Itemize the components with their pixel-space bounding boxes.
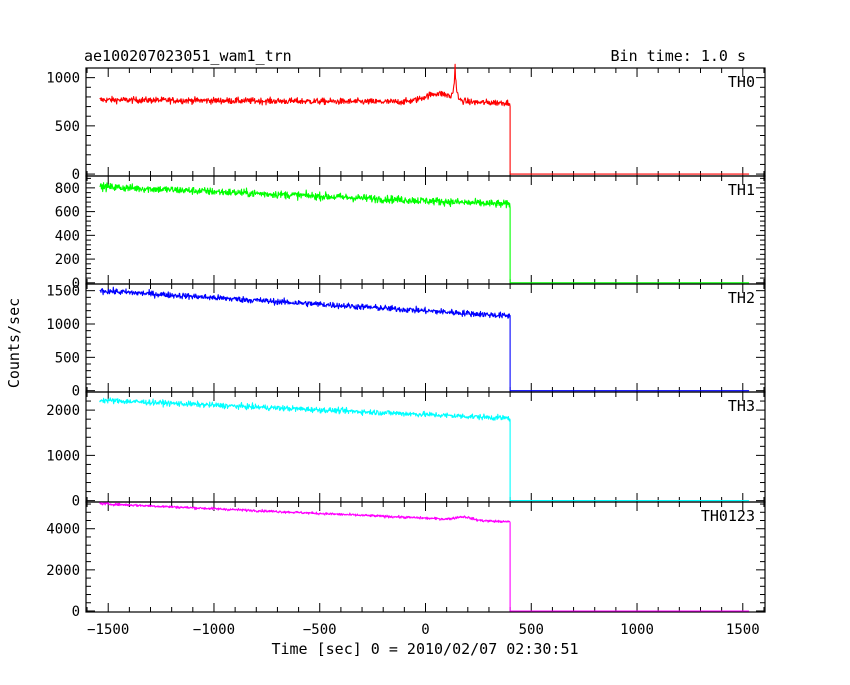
panel-label-th1: TH1 xyxy=(728,181,755,199)
y-tick-label: 500 xyxy=(55,119,80,135)
panel-th1: 0 200 400 600 800 TH1 xyxy=(55,175,766,292)
y-tick-label: 2000 xyxy=(46,403,80,419)
panel-frame xyxy=(85,67,766,177)
y-tick-label: 1000 xyxy=(46,71,80,87)
panel-th0: 0 500 1000 TH0 xyxy=(46,63,766,183)
y-tick-label: 0 xyxy=(72,494,80,510)
series-th0123 xyxy=(99,502,750,612)
y-tick-label: 200 xyxy=(55,252,80,268)
y-tick-label: 500 xyxy=(55,350,80,366)
series-th3 xyxy=(99,397,750,502)
y-tick-label: 400 xyxy=(55,228,80,244)
y-tick-label: 1000 xyxy=(46,317,80,333)
bin-time-label: Bin time: 1.0 s xyxy=(611,47,746,65)
y-tick-label: 0 xyxy=(72,384,80,400)
panels: 0 500 1000 TH0 0 200 400 600 800 TH1 0 500 1000 1500 T… xyxy=(46,63,766,620)
x-tick-label: −500 xyxy=(303,622,337,638)
y-axis-title: Counts/sec xyxy=(5,298,23,388)
panel-frame xyxy=(85,175,766,285)
series-th2 xyxy=(99,286,750,392)
x-tick-label: 1500 xyxy=(726,622,760,638)
y-tick-label: 2000 xyxy=(46,563,80,579)
panel-th2: 0 500 1000 1500 TH2 xyxy=(46,283,766,400)
x-tick-label: 500 xyxy=(519,622,544,638)
chart-title: ae100207023051_wam1_trn xyxy=(84,47,292,65)
series-th0 xyxy=(99,63,750,175)
y-tick-label: 4000 xyxy=(46,522,80,538)
panel-label-th3: TH3 xyxy=(728,397,755,415)
y-tick-label: 1000 xyxy=(46,448,80,464)
panel-label-th2: TH2 xyxy=(728,289,755,307)
x-tick-label: 1000 xyxy=(620,622,654,638)
y-tick-label: 0 xyxy=(72,604,80,620)
x-axis-title: Time [sec] 0 = 2010/02/07 02:30:51 xyxy=(271,640,578,658)
x-tick-label: −1000 xyxy=(193,622,235,638)
panel-frame xyxy=(85,391,766,503)
x-axis: −1500 −1000 −500 0 500 1000 1500 xyxy=(87,622,760,638)
y-tick-label: 0 xyxy=(72,276,80,292)
panel-th3: 0 1000 2000 TH3 xyxy=(46,391,766,510)
y-tick-label: 600 xyxy=(55,205,80,221)
x-tick-label: 0 xyxy=(421,622,429,638)
series-th1 xyxy=(99,182,750,284)
panel-label-th0: TH0 xyxy=(728,73,755,91)
y-tick-label: 800 xyxy=(55,181,80,197)
panel-label-th0123: TH0123 xyxy=(701,507,755,525)
x-tick-label: −1500 xyxy=(87,622,129,638)
panel-frame xyxy=(85,283,766,393)
panel-th0123: 0 2000 4000 TH0123 xyxy=(46,501,766,620)
y-tick-label: 1500 xyxy=(46,284,80,300)
y-tick-label: 0 xyxy=(72,167,80,183)
